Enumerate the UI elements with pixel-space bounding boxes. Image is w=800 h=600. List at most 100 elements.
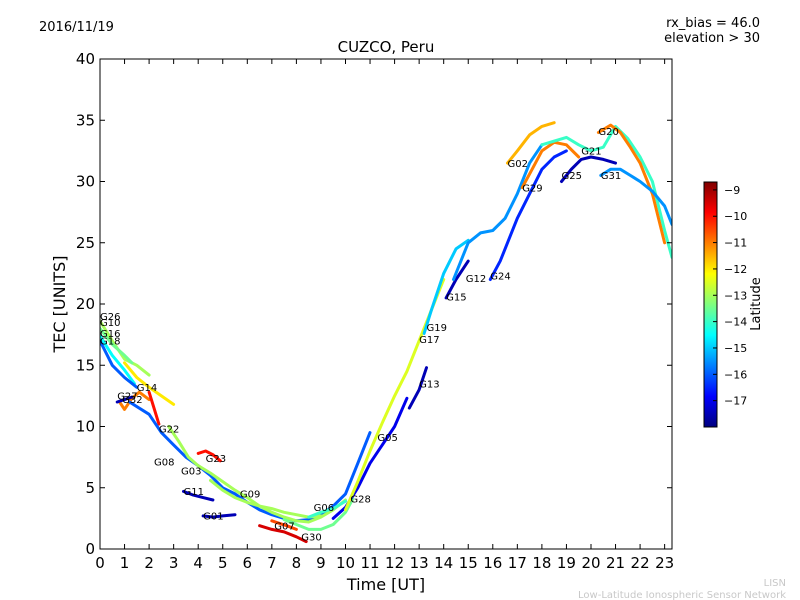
y-tick-label: 15 [76, 356, 95, 374]
x-tick-label: 5 [218, 554, 228, 572]
y-axis-label: TEC [UNITS] [50, 256, 69, 354]
x-tick-label: 7 [267, 554, 277, 572]
y-tick-label: 35 [76, 111, 95, 129]
x-tick-label: 13 [410, 554, 429, 572]
series-line-g26 [100, 319, 151, 377]
series-line-g13 [407, 366, 428, 410]
series-line-g24 [488, 149, 568, 281]
x-tick-label: 14 [434, 554, 453, 572]
x-tick-label: 10 [336, 554, 355, 572]
series-line-g16 [100, 334, 136, 386]
series-label-g20: G20 [598, 127, 618, 138]
series-line-g06 [307, 499, 347, 519]
x-tick-label: 15 [459, 554, 478, 572]
series-label-g22: G22 [159, 425, 179, 436]
x-tick-label: 2 [144, 554, 154, 572]
series-label-g15: G15 [446, 292, 466, 303]
series-label-g11: G11 [184, 487, 204, 498]
series-line-g21 [540, 124, 672, 259]
colorbar-tick-label: −14 [724, 316, 747, 329]
x-tick-label: 0 [95, 554, 105, 572]
series-line-g07 [270, 519, 298, 531]
y-tick-label: 5 [85, 479, 95, 497]
series-lines [100, 121, 672, 544]
colorbar-label: Latitude [749, 277, 764, 331]
series-line-g23 [196, 449, 222, 463]
footer-line2: Low-Latitude Ionospheric Sensor Network [578, 590, 786, 600]
series-line-g11 [182, 489, 215, 502]
series-label-g09: G09 [240, 490, 260, 501]
series-label-g02: G02 [508, 159, 528, 170]
x-tick-label: 18 [532, 554, 551, 572]
series-line-g08 [128, 400, 372, 523]
series-line-g32 [115, 395, 134, 404]
series-line-g14 [123, 361, 176, 406]
colorbar-tick-label: −12 [724, 263, 747, 276]
series-label-g08: G08 [154, 458, 174, 469]
colorbar-tick-label: −9 [724, 184, 740, 197]
colorbar-tick-label: −10 [724, 210, 747, 223]
x-axis-label: Time [UT] [346, 575, 425, 594]
series-line-g28 [282, 497, 355, 531]
series-label-g30: G30 [301, 532, 321, 543]
series-line-g10 [100, 327, 134, 365]
x-tick-label: 21 [606, 554, 625, 572]
series-label-g31: G31 [601, 171, 621, 182]
series-label-g05: G05 [377, 433, 397, 444]
series-line-g01 [201, 513, 237, 519]
x-tick-label: 16 [483, 554, 502, 572]
x-tick-label: 1 [120, 554, 130, 572]
series-line-g29 [520, 140, 581, 190]
series-line-g31 [599, 167, 672, 226]
series-label-g23: G23 [206, 454, 226, 465]
series-label-g29: G29 [522, 183, 542, 194]
elevation-label: elevation > 30 [664, 31, 760, 46]
series-line-g12 [452, 143, 544, 281]
series-label-g16: G16 [100, 329, 120, 340]
series-label-g19: G19 [427, 323, 447, 334]
series-label-g03: G03 [181, 466, 201, 477]
series-line-g03 [167, 425, 347, 524]
x-tick-label: 20 [581, 554, 600, 572]
colorbar-tick-label: −16 [724, 368, 747, 381]
series-label-g21: G21 [581, 147, 601, 158]
series-label-g06: G06 [314, 503, 334, 514]
x-tick-label: 4 [193, 554, 203, 572]
y-tick-label: 40 [76, 50, 95, 68]
series-line-g15 [444, 259, 470, 300]
date-label: 2016/11/19 [39, 20, 114, 35]
series-label-g01: G01 [203, 512, 223, 523]
x-tick-label: 17 [508, 554, 527, 572]
x-tick-label: 6 [243, 554, 253, 572]
series-label-g24: G24 [490, 272, 510, 283]
x-tick-label: 23 [655, 554, 674, 572]
series-line-g30 [258, 524, 308, 544]
series-label-g18: G18 [100, 336, 120, 347]
series-label-g17: G17 [419, 335, 439, 346]
series-line-g09 [209, 478, 323, 519]
y-tick-label: 20 [76, 295, 95, 313]
series-label-g26: G26 [100, 312, 120, 323]
colorbar-tick-label: −15 [724, 342, 747, 355]
y-axis-ticks: 0 5 10 15 20 25 30 35 40 [76, 50, 672, 558]
rx-bias-label: rx_bias = 46.0 [666, 16, 760, 31]
x-tick-label: 3 [169, 554, 179, 572]
x-tick-label: 9 [316, 554, 326, 572]
x-tick-label: 8 [292, 554, 302, 572]
colorbar-tick-label: −17 [724, 395, 747, 408]
x-tick-label: 22 [631, 554, 650, 572]
series-line-g25 [560, 155, 617, 183]
series-label-g12: G12 [466, 274, 486, 285]
footer-line1: LISN [764, 578, 786, 589]
series-label-g07: G07 [274, 521, 294, 532]
series-label-g25: G25 [562, 171, 582, 182]
x-tick-label: 11 [360, 554, 379, 572]
series-label-g10: G10 [100, 318, 120, 329]
y-tick-label: 0 [85, 540, 95, 558]
colorbar [703, 181, 718, 428]
x-tick-label: 19 [557, 554, 576, 572]
y-tick-label: 25 [76, 234, 95, 252]
series-line-g20 [596, 123, 667, 245]
